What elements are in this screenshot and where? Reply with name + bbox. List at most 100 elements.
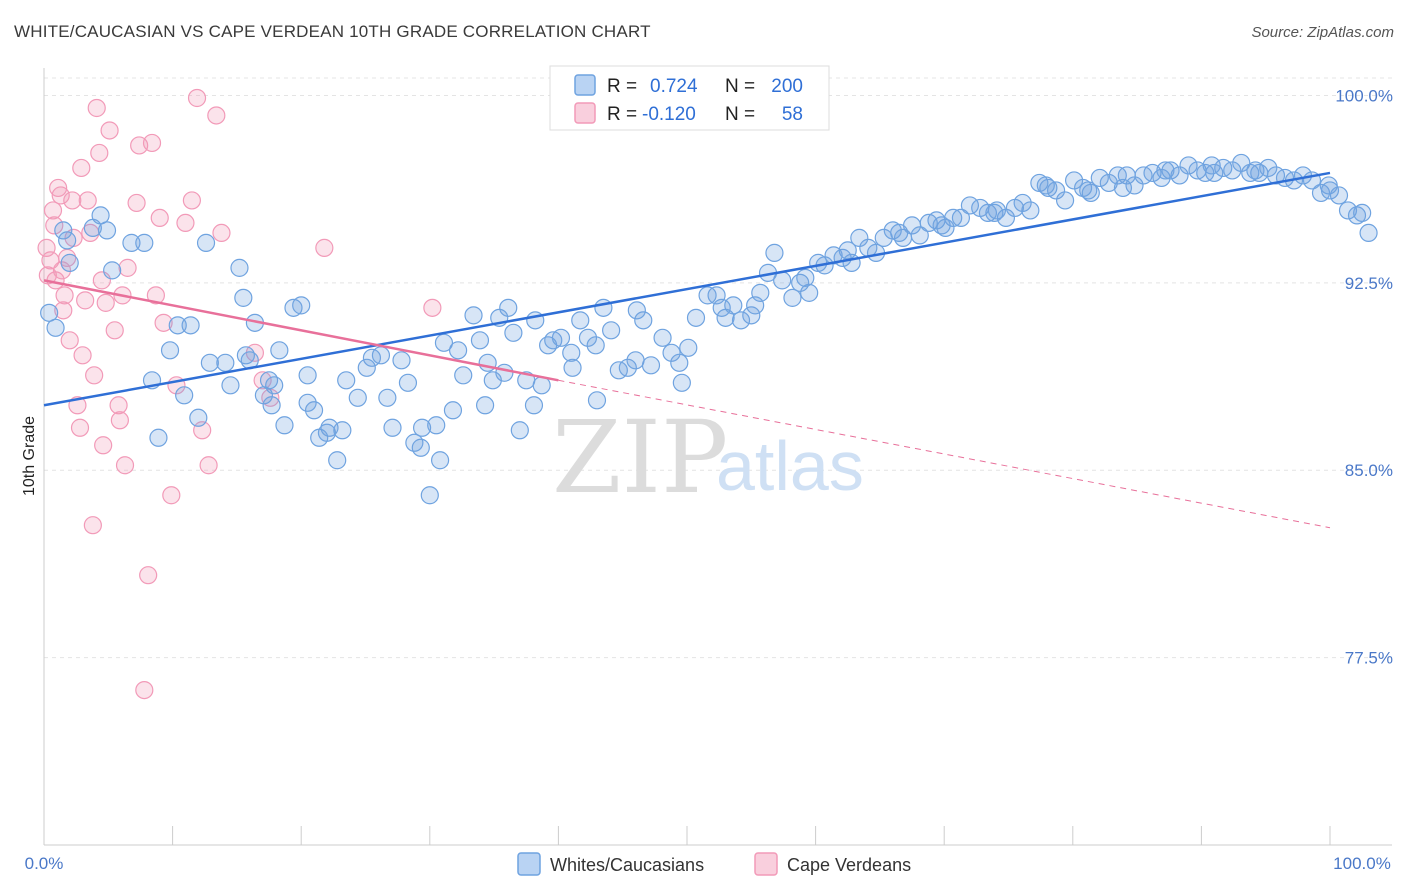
cape-verdean-point — [176, 213, 195, 233]
white-point — [551, 328, 571, 347]
white-point — [304, 401, 324, 420]
legend-n-label-2: N = — [725, 104, 755, 125]
white-point — [618, 358, 637, 377]
white-point — [1021, 201, 1040, 220]
white-point — [60, 253, 79, 272]
cape-verdean-point — [105, 321, 124, 340]
white-point — [1055, 191, 1075, 210]
white-point — [328, 451, 347, 470]
white-point — [475, 396, 495, 415]
cape-verdean-point — [135, 681, 154, 700]
bottom-legend-swatch-pink — [754, 852, 778, 876]
white-point — [587, 391, 607, 410]
legend-r-label-1: R = — [607, 76, 637, 97]
white-point — [443, 401, 463, 420]
white-point — [411, 438, 430, 457]
white-point — [746, 296, 765, 315]
watermark-zip: ZIP — [552, 399, 728, 516]
white-point — [662, 343, 681, 362]
bottom-legend: Whites/Caucasians Cape Verdeans — [517, 852, 911, 876]
cape-verdean-point — [142, 133, 162, 153]
cape-verdean-point — [60, 331, 79, 350]
white-point — [850, 228, 869, 247]
cape-verdean-point — [78, 191, 97, 210]
cape-verdean-point — [109, 396, 128, 415]
y-tick-label: 100.0% — [1335, 86, 1393, 105]
cape-verdean-point — [76, 291, 95, 310]
y-tick-labels: 77.5% 85.0% 92.5% 100.0% — [1335, 86, 1393, 667]
white-point — [1246, 161, 1265, 180]
cape-verdean-point — [63, 191, 82, 210]
white-point — [1079, 181, 1098, 200]
white-point — [1125, 176, 1144, 195]
trend-line-whites — [43, 171, 1331, 407]
legend-r-value-1: 0.724 — [650, 76, 698, 97]
white-point — [627, 301, 646, 320]
cape-verdean-point — [207, 106, 226, 125]
cape-verdean-point — [115, 456, 135, 475]
legend-swatch-blue — [574, 74, 596, 96]
white-point — [838, 241, 857, 260]
white-point — [103, 261, 122, 280]
white-point — [434, 333, 454, 352]
watermark: ZIP atlas — [552, 399, 864, 516]
cape-verdean-point — [83, 516, 102, 535]
cape-verdean-point — [146, 286, 165, 305]
white-point — [275, 416, 294, 435]
y-tick-label: 77.5% — [1345, 649, 1393, 668]
bottom-legend-label-cape-verdeans: Cape Verdeans — [787, 855, 911, 875]
white-point — [464, 306, 483, 325]
white-point — [1232, 153, 1251, 173]
axes — [43, 68, 1392, 846]
chart-title: WHITE/CAUCASIAN VS CAPE VERDEAN 10TH GRA… — [14, 22, 651, 41]
white-point — [1046, 181, 1066, 200]
cape-verdean-point — [72, 158, 91, 178]
white-point — [181, 316, 200, 335]
white-point — [504, 323, 523, 342]
x-tick-label-max: 100.0% — [1333, 854, 1391, 873]
cape-verdean-point — [423, 298, 442, 317]
white-point — [337, 371, 356, 390]
white-point — [371, 346, 391, 365]
cape-verdean-point — [51, 186, 70, 205]
white-point — [412, 418, 432, 437]
cape-verdean-point — [139, 566, 158, 585]
white-point — [221, 376, 240, 395]
white-point — [292, 296, 311, 315]
white-point — [626, 351, 645, 370]
white-point — [420, 486, 439, 505]
x-tick-label-min: 0.0% — [25, 854, 64, 873]
cape-verdean-point — [96, 293, 115, 312]
white-point — [470, 331, 490, 350]
white-point — [1338, 201, 1358, 220]
white-point — [265, 376, 284, 395]
white-point — [712, 298, 731, 317]
cape-verdean-point — [43, 201, 63, 220]
white-point — [234, 288, 253, 307]
y-tick-label: 85.0% — [1345, 461, 1393, 480]
cape-verdean-point — [187, 88, 207, 108]
cape-verdean-point — [118, 258, 137, 277]
y-tick-label: 92.5% — [1345, 274, 1393, 293]
cape-verdeans-points — [37, 88, 442, 700]
x-tick-labels: 0.0% 100.0% — [25, 854, 1391, 873]
trend-lines — [43, 171, 1331, 529]
cape-verdean-point — [85, 366, 104, 385]
white-point — [427, 416, 446, 435]
cape-verdean-point — [90, 143, 109, 163]
white-point — [578, 328, 598, 347]
bottom-legend-swatch-blue — [517, 852, 541, 876]
legend-r-label-2: R = — [607, 104, 637, 125]
legend-n-value-2: 58 — [782, 104, 803, 125]
white-point — [392, 351, 411, 370]
white-point — [783, 288, 802, 307]
white-point — [40, 303, 59, 322]
white-point — [160, 341, 180, 360]
legend-frame — [549, 65, 830, 131]
white-point — [189, 408, 208, 427]
white-point — [58, 231, 77, 250]
white-point — [524, 396, 544, 415]
chart-source: Source: ZipAtlas.com — [1251, 24, 1394, 41]
white-point — [742, 306, 761, 325]
